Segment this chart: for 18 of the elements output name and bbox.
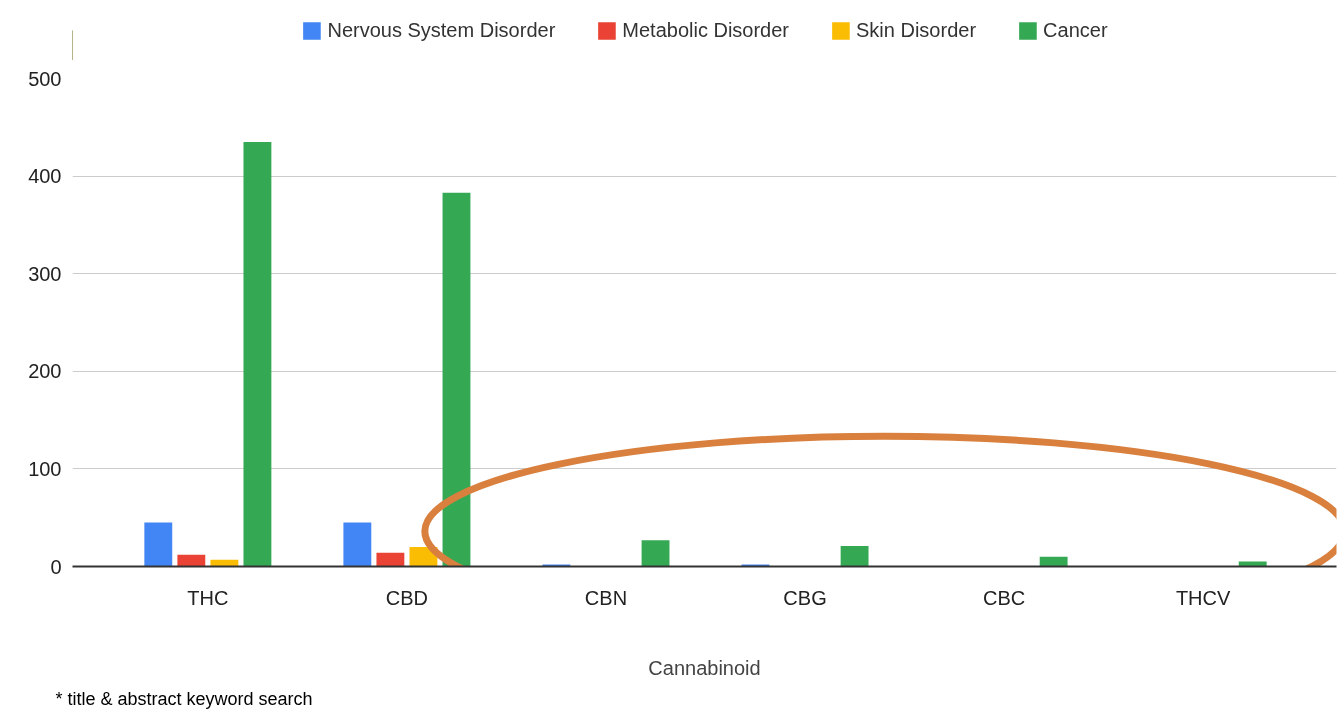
y-tick-label: 500 bbox=[28, 67, 62, 90]
y-tick-label: 0 bbox=[50, 555, 62, 578]
y-tick-label: 100 bbox=[28, 457, 62, 480]
y-tick-label: 400 bbox=[28, 165, 62, 188]
legend-label: Skin Disorder bbox=[856, 18, 977, 42]
text: * title & abstract keyword search bbox=[55, 688, 313, 709]
x-tick-label: CBC bbox=[982, 586, 1026, 609]
x-tick-label: CBG bbox=[783, 586, 827, 609]
legend-label: Cancer bbox=[1043, 18, 1108, 42]
x-tick-label: CBD bbox=[385, 586, 429, 609]
legend-label: Metabolic Disorder bbox=[622, 18, 790, 42]
y-tick-label: 200 bbox=[28, 360, 62, 383]
y-tick-label: 300 bbox=[28, 262, 62, 285]
x-axis-title: Cannabinoid bbox=[648, 656, 761, 679]
x-tick-label: CBN bbox=[584, 586, 628, 609]
legend-label: Nervous System Disorder bbox=[327, 18, 556, 42]
x-tick-label: THCV bbox=[1175, 586, 1232, 609]
x-tick-label: THC bbox=[187, 586, 229, 609]
